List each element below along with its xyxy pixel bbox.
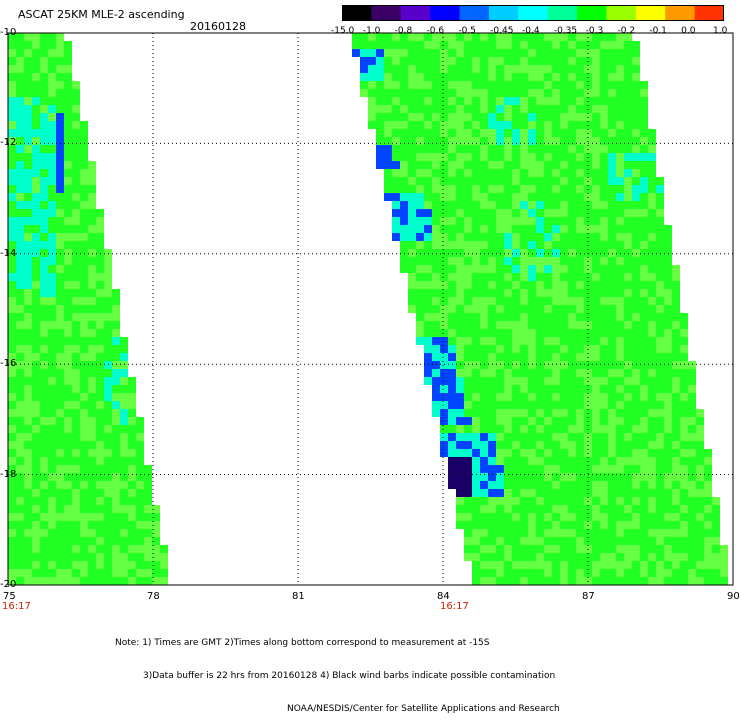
colorbar-label: -0.45	[490, 26, 514, 36]
colorbar-segment	[342, 5, 372, 21]
colorbar-segment	[488, 5, 519, 21]
lon-label: 87	[582, 591, 595, 602]
lon-label: 90	[727, 591, 740, 602]
colorbar-segment	[577, 5, 607, 21]
note-line-3: NOAA/NESDIS/Center for Satellite Applica…	[287, 704, 560, 714]
colorbar-label: -0.5	[458, 26, 476, 36]
colorbar-segment	[606, 5, 637, 21]
lon-label: 84	[437, 591, 450, 602]
colorbar-label: -0.6	[426, 26, 445, 36]
colorbar-label: -0.3	[585, 26, 604, 36]
lat-label: -12	[0, 137, 17, 149]
time-label-right: 16:17	[440, 601, 469, 612]
colorbar-segment	[459, 5, 490, 21]
footnotes: Note: 1) Times are GMT 2)Times along bot…	[115, 616, 560, 726]
colorbar-segment	[635, 5, 666, 21]
lon-label: 81	[292, 591, 305, 602]
colorbar-label: -1.0	[362, 26, 381, 36]
colorbar-label: -0.2	[617, 26, 636, 36]
colorbar-segment	[518, 5, 549, 21]
colorbar	[342, 5, 724, 21]
colorbar-label: -15.0	[331, 26, 355, 36]
colorbar-label: -0.8	[394, 26, 413, 36]
chart-date: 20160128	[190, 20, 246, 33]
chart-title: ASCAT 25KM MLE-2 ascending	[18, 8, 185, 21]
colorbar-segment	[665, 5, 696, 21]
lon-label: 75	[3, 591, 16, 602]
lat-label: -10	[0, 27, 17, 38]
colorbar-label: -0.1	[649, 26, 667, 36]
grid-lines	[8, 33, 733, 585]
colorbar-label: 1.0	[713, 26, 728, 36]
time-label-left: 16:17	[2, 601, 31, 612]
colorbar-segment	[400, 5, 431, 21]
note-line-2: 3)Data buffer is 22 hrs from 20160128 4)…	[143, 671, 556, 681]
colorbar-label: 0.0	[681, 26, 696, 36]
colorbar-label: -0.35	[553, 26, 578, 36]
colorbar-label: -0.4	[522, 26, 540, 36]
colorbar-segment	[694, 5, 724, 21]
lat-label: -14	[0, 247, 17, 259]
lat-label: -16	[0, 358, 17, 370]
lat-label: -18	[0, 468, 17, 480]
lat-label: -20	[0, 579, 17, 590]
note-line-1: Note: 1) Times are GMT 2)Times along bot…	[115, 638, 490, 648]
swath-left	[8, 33, 168, 585]
map-frame	[7, 32, 734, 586]
swath-map	[7, 32, 734, 586]
swath-right	[352, 33, 728, 585]
lon-label: 78	[147, 591, 160, 602]
colorbar-segment	[371, 5, 402, 21]
colorbar-segment	[547, 5, 578, 21]
colorbar-segment	[430, 5, 461, 21]
